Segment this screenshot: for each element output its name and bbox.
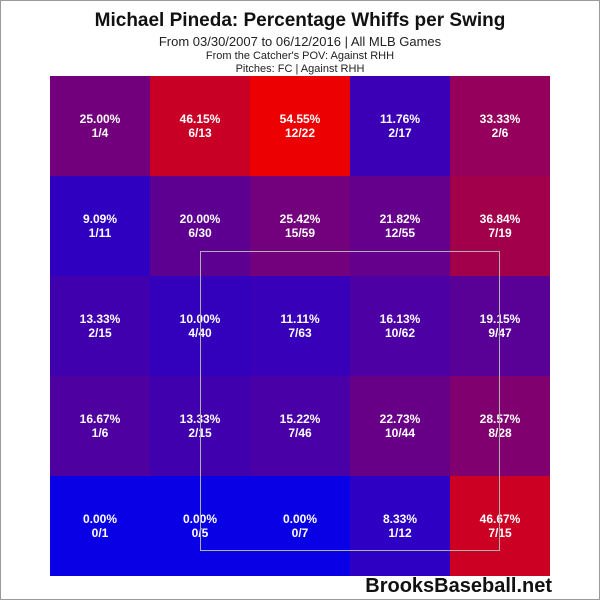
- zone-cell-pct: 13.33%: [79, 312, 121, 326]
- zone-cell-pct: 28.57%: [479, 412, 521, 426]
- zone-cell-count: 10/44: [384, 426, 416, 440]
- zone-cell-pct: 9.09%: [82, 212, 118, 226]
- zone-cell-pct: 16.13%: [379, 312, 421, 326]
- zone-cell-pct: 10.00%: [179, 312, 221, 326]
- zone-cell-pct: 25.42%: [279, 212, 321, 226]
- zone-cell-pct: 22.73%: [379, 412, 421, 426]
- pitch-filter-note: Pitches: FC | Against RHH: [235, 63, 365, 75]
- zone-cell: 20.00% 6/30: [150, 176, 250, 276]
- zone-cell: 33.33% 2/6: [450, 76, 550, 176]
- zone-cell-count: 12/55: [384, 226, 416, 240]
- zone-heatmap: 46.67% 7/15 8.33% 1/12 0.00% 0/7 0.00% 0/5 0.00%…: [50, 76, 550, 576]
- zone-cell-pct: 46.15%: [179, 112, 221, 126]
- zone-cell-count: 7/46: [288, 426, 312, 440]
- zone-cell: 28.57% 8/28: [450, 376, 550, 476]
- zone-cell: 13.33% 2/15: [150, 376, 250, 476]
- zone-cell: 10.00% 4/40: [150, 276, 250, 376]
- zone-cell-pct: 16.67%: [79, 412, 121, 426]
- zone-cell-pct: 54.55%: [279, 112, 321, 126]
- zone-cell: 9.09% 1/11: [50, 176, 150, 276]
- zone-cell-count: 4/40: [188, 326, 212, 340]
- zone-cell-count: 15/59: [284, 226, 316, 240]
- zone-cell: 19.15% 9/47: [450, 276, 550, 376]
- zone-cell-count: 9/47: [488, 326, 512, 340]
- zone-cell: 13.33% 2/15: [50, 276, 150, 376]
- zone-cell-count: 1/6: [91, 426, 109, 440]
- zone-cell-count: 1/4: [91, 126, 109, 140]
- zone-cell: 46.15% 6/13: [150, 76, 250, 176]
- zone-cell-count: 1/12: [388, 526, 412, 540]
- zone-cell: 0.00% 0/5: [150, 476, 250, 576]
- zone-cell-count: 7/15: [488, 526, 512, 540]
- zone-cell-pct: 0.00%: [282, 512, 318, 526]
- zone-cell-count: 6/13: [188, 126, 212, 140]
- zone-cell: 22.73% 10/44: [350, 376, 450, 476]
- zone-cell-pct: 15.22%: [279, 412, 321, 426]
- zone-cell-count: 2/15: [188, 426, 212, 440]
- zone-cell-pct: 25.00%: [79, 112, 121, 126]
- zone-cell: 54.55% 12/22: [250, 76, 350, 176]
- zone-cell: 36.84% 7/19: [450, 176, 550, 276]
- zone-cell-pct: 11.76%: [379, 112, 421, 126]
- chart-subtitle: From 03/30/2007 to 06/12/2016 | All MLB …: [158, 34, 442, 49]
- zone-cell-count: 0/1: [91, 526, 109, 540]
- zone-cell-pct: 0.00%: [82, 512, 118, 526]
- zone-cell-pct: 0.00%: [182, 512, 218, 526]
- zone-cell-count: 0/7: [291, 526, 309, 540]
- zone-cell: 11.11% 7/63: [250, 276, 350, 376]
- zone-cell-pct: 19.15%: [479, 312, 521, 326]
- zone-cell-count: 2/6: [491, 126, 509, 140]
- zone-cell: 25.42% 15/59: [250, 176, 350, 276]
- zone-cell-pct: 20.00%: [179, 212, 221, 226]
- zone-cell: 0.00% 0/1: [50, 476, 150, 576]
- zone-cell-pct: 11.11%: [280, 312, 320, 326]
- zone-cell-count: 8/28: [488, 426, 512, 440]
- zone-cell-count: 2/15: [88, 326, 112, 340]
- zone-cell-count: 0/5: [191, 526, 209, 540]
- chart-title: Michael Pineda: Percentage Whiffs per Sw…: [94, 10, 506, 31]
- zone-cell: 11.76% 2/17: [350, 76, 450, 176]
- zone-cell-pct: 8.33%: [382, 512, 418, 526]
- zone-cell-pct: 46.67%: [479, 512, 521, 526]
- zone-cell-pct: 33.33%: [479, 112, 521, 126]
- zone-cell: 16.67% 1/6: [50, 376, 150, 476]
- zone-cell-pct: 21.82%: [379, 212, 421, 226]
- zone-cell-count: 10/62: [384, 326, 416, 340]
- zone-cell-count: 2/17: [388, 126, 412, 140]
- zone-cell-pct: 13.33%: [179, 412, 221, 426]
- zone-cell-count: 1/11: [88, 226, 112, 240]
- zone-cell-count: 6/30: [188, 226, 212, 240]
- zone-cell: 25.00% 1/4: [50, 76, 150, 176]
- brand-watermark: BrooksBaseball.net: [365, 575, 552, 597]
- zone-cell-count: 12/22: [284, 126, 316, 140]
- zone-cell: 8.33% 1/12: [350, 476, 450, 576]
- zone-cell-pct: 36.84%: [479, 212, 521, 226]
- zone-cell: 46.67% 7/15: [450, 476, 550, 576]
- pov-note: From the Catcher's POV: Against RHH: [205, 50, 395, 62]
- zone-cell-count: 7/19: [488, 226, 512, 240]
- zone-cell: 21.82% 12/55: [350, 176, 450, 276]
- zone-cell: 0.00% 0/7: [250, 476, 350, 576]
- zone-cell: 16.13% 10/62: [350, 276, 450, 376]
- zone-cell-count: 7/63: [288, 326, 312, 340]
- zone-cell: 15.22% 7/46: [250, 376, 350, 476]
